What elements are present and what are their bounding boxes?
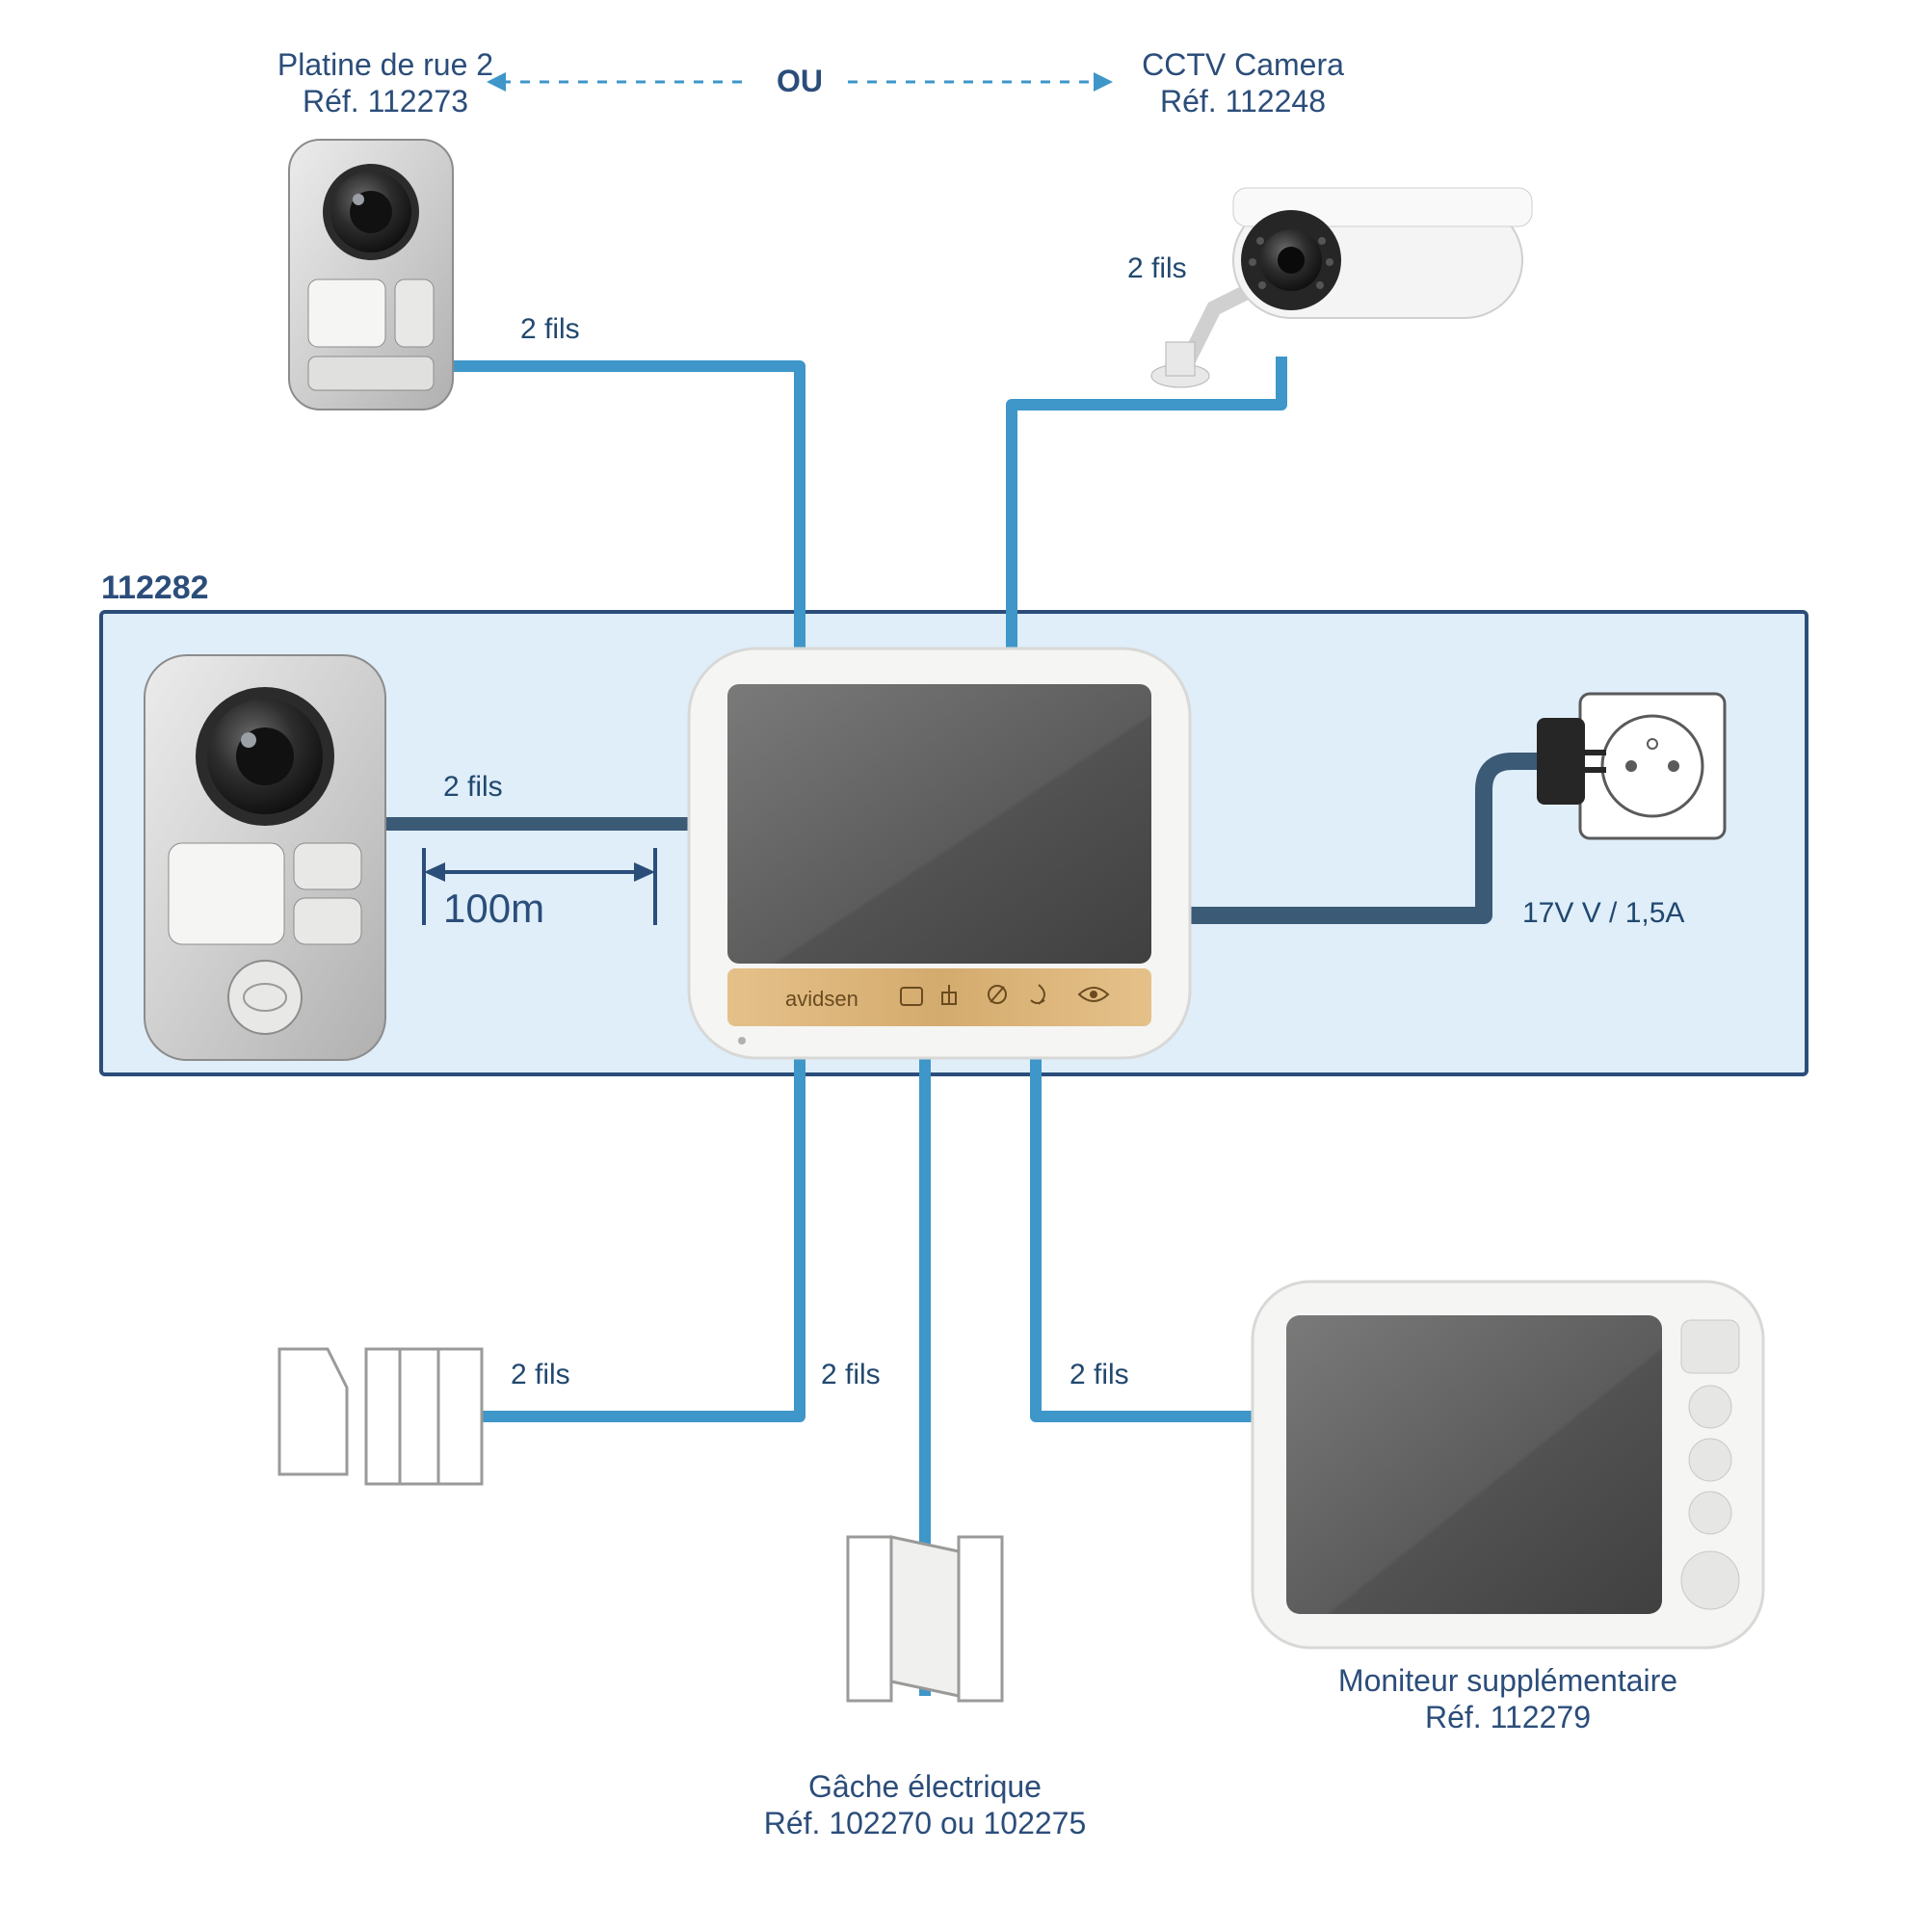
distance-label: 100m — [443, 885, 544, 933]
gache-label: Gâche électrique Réf. 102270 ou 102275 — [742, 1768, 1108, 1842]
extra-monitor — [1253, 1282, 1763, 1648]
wire-label-3: 2 fils — [443, 771, 503, 804]
cctv-l2: Réf. 112248 — [1160, 84, 1326, 119]
cctv-l1: CCTV Camera — [1142, 47, 1344, 82]
wire-label-5: 2 fils — [821, 1359, 881, 1391]
doorstation-main — [145, 655, 385, 1060]
gate-icon — [279, 1349, 482, 1484]
svg-text:avidsen: avidsen — [785, 987, 858, 1011]
moniteur-label: Moniteur supplémentaire Réf. 112279 — [1253, 1662, 1763, 1736]
power-label: 17V V / 1,5A — [1522, 896, 1684, 931]
cctv-camera — [1151, 188, 1532, 387]
gache-l2: Réf. 102270 ou 102275 — [764, 1806, 1087, 1840]
wiring-diagram: avidsen — [0, 0, 1927, 1927]
moniteur-l1: Moniteur supplémentaire — [1338, 1663, 1677, 1698]
or-label: OU — [752, 63, 848, 99]
gache-l1: Gâche électrique — [808, 1769, 1042, 1804]
moniteur-l2: Réf. 112279 — [1425, 1700, 1591, 1734]
wire-label-4: 2 fils — [511, 1359, 570, 1391]
wire-label-2: 2 fils — [1127, 252, 1187, 285]
platine2-label: Platine de rue 2 Réf. 112273 — [251, 46, 520, 120]
wire-label-6: 2 fils — [1069, 1359, 1129, 1391]
platine2-l1: Platine de rue 2 — [277, 47, 493, 82]
platine2-l2: Réf. 112273 — [303, 84, 468, 119]
main-monitor: avidsen — [689, 648, 1190, 1058]
wire-label-1: 2 fils — [520, 313, 580, 346]
cctv-label: CCTV Camera Réf. 112248 — [1118, 46, 1368, 120]
kit-ref-label: 112282 — [101, 569, 209, 608]
door-icon — [848, 1537, 1002, 1701]
doorstation-2 — [289, 140, 453, 410]
power-outlet — [1580, 694, 1725, 838]
